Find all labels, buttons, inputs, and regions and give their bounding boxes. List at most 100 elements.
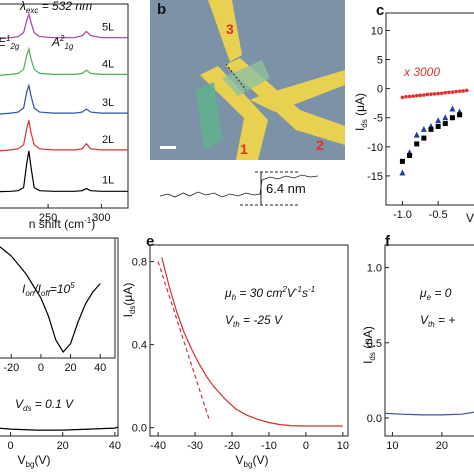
- superscript: -1: [308, 285, 315, 294]
- y-tick-label: -15: [367, 171, 383, 183]
- text-part: I: [361, 361, 375, 364]
- panel-label: c: [376, 2, 384, 19]
- line: [0, 46, 128, 76]
- y-tick-label: -10: [367, 142, 383, 154]
- point: [435, 117, 442, 124]
- plot-frame: [149, 244, 349, 437]
- point: [407, 153, 413, 159]
- y-tick-label: 0.0: [132, 423, 147, 435]
- micrograph: 3 1 2 b: [150, 0, 345, 160]
- point: [399, 158, 405, 164]
- text-part: = 0.1 V: [31, 397, 74, 411]
- y-axis-label: Ids (μA): [353, 93, 369, 131]
- line: [0, 12, 128, 40]
- text-part: V: [225, 313, 234, 327]
- x-tick-label: -10: [261, 440, 277, 452]
- y-tick-label: 1.0: [367, 263, 382, 275]
- subscript: ds: [128, 306, 137, 314]
- superscript: 2: [59, 34, 65, 43]
- y-tick-label: -5: [373, 113, 383, 125]
- x-tick-label: 40: [109, 440, 121, 452]
- annotation: μe = 0: [419, 286, 452, 302]
- point: [457, 112, 463, 118]
- series-label: 1L: [102, 175, 114, 187]
- text-part: E: [0, 35, 7, 49]
- text-part: s: [302, 286, 308, 300]
- series-label: 3L: [102, 97, 114, 109]
- x-tick-label: -30: [187, 440, 203, 452]
- annotation: x 3000: [403, 65, 440, 79]
- profile-line: [225, 63, 247, 91]
- annotation: λexc = 532 nm: [19, 0, 92, 15]
- panel-label: e: [146, 233, 154, 250]
- x-tick-label: 0: [303, 440, 309, 452]
- line: [384, 411, 474, 416]
- annotation: A21g: [51, 34, 74, 51]
- point: [432, 92, 437, 96]
- annotation: μh = 30 cm2V-1s-1: [224, 285, 315, 302]
- text-part: V: [15, 397, 24, 411]
- subscript: th: [428, 320, 435, 329]
- x-tick-label: 0: [38, 362, 44, 374]
- point: [442, 114, 449, 121]
- text-part: I: [22, 282, 26, 296]
- point: [399, 169, 406, 176]
- line: [0, 83, 128, 115]
- superscript: -1: [84, 216, 92, 225]
- y-tick-label: 5: [377, 55, 383, 67]
- text-part: (V): [34, 453, 50, 467]
- subscript: h: [232, 293, 237, 302]
- text-part: V: [18, 453, 26, 467]
- x-tick-label: 20: [436, 440, 448, 452]
- series-label: 4L: [102, 58, 114, 70]
- x-tick-label: 300: [92, 212, 110, 224]
- line: [0, 426, 119, 431]
- text-part: ): [91, 217, 95, 231]
- series-label: 2L: [102, 134, 114, 146]
- text-part: V: [236, 453, 244, 467]
- line: [0, 120, 128, 152]
- point: [414, 93, 419, 98]
- point: [421, 135, 427, 141]
- plot-frame: [384, 244, 474, 437]
- line: [161, 257, 343, 427]
- text-part: (μA): [353, 93, 367, 119]
- x-tick-label: 20: [57, 440, 69, 452]
- text-part: μ: [224, 286, 232, 300]
- text-part: V: [420, 313, 429, 327]
- superscript: 2: [281, 285, 287, 294]
- x-tick-label: -0.5: [429, 209, 448, 221]
- electrode: [250, 70, 345, 112]
- text-part: = -25 V: [240, 313, 283, 327]
- point: [449, 115, 455, 121]
- text-part: = 532 nm: [38, 0, 92, 13]
- x-axis-label: Vbg(V): [236, 453, 269, 469]
- superscript: 1: [6, 34, 10, 43]
- subscript: ds: [23, 404, 31, 413]
- x-tick-label: -1.0: [393, 209, 412, 221]
- text-part: =10: [50, 282, 71, 296]
- text-part: (μA): [121, 283, 135, 306]
- point: [428, 126, 434, 132]
- series-label: 5L: [102, 22, 114, 34]
- x-axis-label: n shift (cm-1): [29, 216, 95, 231]
- point: [429, 92, 433, 96]
- text-part: I: [353, 128, 367, 131]
- subscript: th: [233, 320, 240, 329]
- y-axis-label: Ids (nA): [361, 326, 377, 364]
- text-part: x 3000: [403, 65, 440, 79]
- point: [400, 95, 405, 100]
- superscript: 5: [70, 281, 75, 290]
- text-part: /I: [33, 282, 41, 296]
- subscript: 2g: [9, 42, 19, 51]
- plot-frame: [385, 12, 474, 206]
- subscript: exc: [26, 6, 38, 15]
- text-part: A: [51, 35, 60, 49]
- annotation: E12g: [0, 34, 20, 51]
- point: [447, 90, 451, 95]
- y-tick-label: 0.4: [132, 340, 147, 352]
- text-part: V: [466, 211, 474, 225]
- text-part: = 0: [431, 286, 452, 300]
- point: [411, 94, 415, 98]
